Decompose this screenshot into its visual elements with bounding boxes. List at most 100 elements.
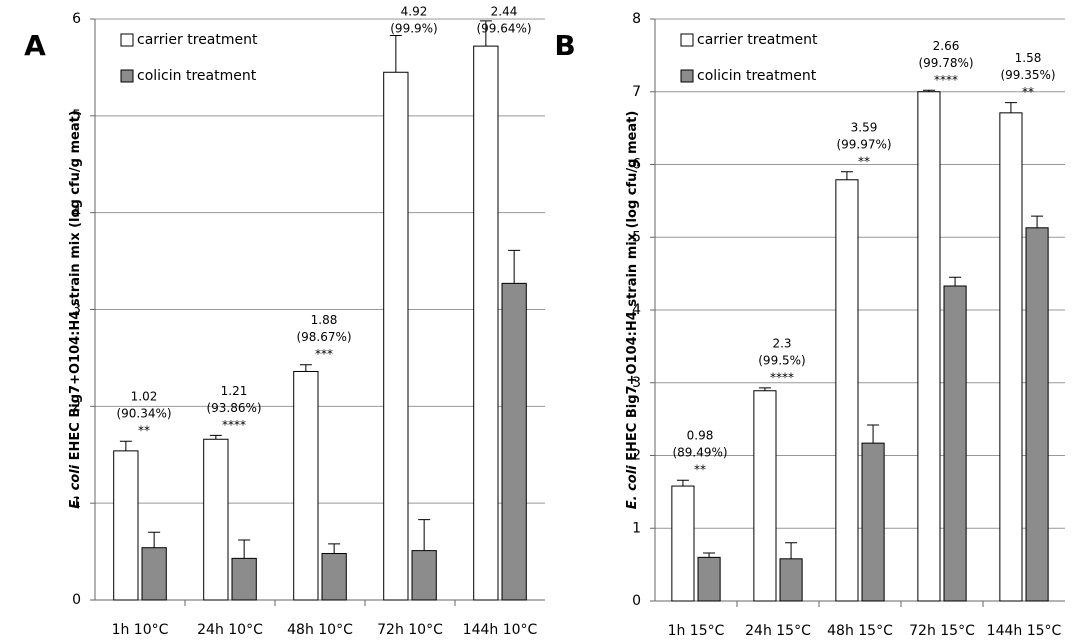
y-tick-label: 0 [72, 592, 81, 608]
bar [473, 45, 499, 601]
y-tick-label: 2 [72, 398, 81, 414]
annotation: 2.44 [491, 5, 518, 19]
legend-swatch [680, 33, 694, 47]
y-tick-label: 1 [72, 495, 81, 511]
y-tick-label: 4 [72, 205, 81, 221]
annotation: 2.3 [772, 336, 791, 350]
error-bar [238, 539, 251, 559]
annotation: 4.92 [401, 5, 428, 19]
bar [861, 442, 885, 602]
error-bar [1004, 102, 1017, 113]
annotation: 1.21 [221, 384, 248, 398]
annotation: (93.86%) [206, 401, 261, 415]
panel-label: A [24, 29, 46, 62]
bar [293, 370, 319, 601]
error-bar [949, 276, 962, 286]
y-axis-label: E. coli EHEC Big7+O104:H4 strain mix (lo… [68, 110, 83, 509]
y-tick-label: 7 [632, 84, 641, 100]
annotation: ** [138, 424, 150, 438]
bar [383, 71, 409, 601]
bar [999, 112, 1023, 602]
y-axis-label-text: EHEC Big7+O104:H4 strain mix (log cfu/g … [625, 111, 640, 461]
x-tick-label: 144h 15°C [987, 623, 1062, 639]
annotation: (99.64%) [476, 22, 531, 36]
x-tick-label: 72h 15°C [909, 623, 975, 639]
bar [835, 179, 859, 602]
legend-label: carrier treatment [137, 32, 258, 48]
error-bar [299, 364, 312, 372]
legend-label: colicin treatment [697, 68, 817, 84]
y-tick-label: 5 [632, 229, 641, 245]
bar [203, 438, 229, 601]
annotation: 1.88 [311, 313, 338, 327]
y-tick-label: 0 [632, 593, 641, 609]
bar [943, 285, 967, 602]
y-tick-label: 5 [72, 108, 81, 124]
annotation: (99.35%) [1000, 68, 1055, 82]
error-bar [209, 434, 222, 440]
error-bar [389, 34, 402, 73]
annotation: **** [934, 73, 958, 87]
bar [113, 450, 139, 601]
x-tick-label: 144h 10°C [463, 622, 538, 638]
x-tick-label: 48h 15°C [827, 623, 893, 639]
legend-swatch [120, 69, 134, 83]
annotation: ** [1022, 85, 1034, 99]
annotation: ** [694, 463, 706, 477]
bar [697, 556, 721, 602]
y-tick-label: 6 [632, 157, 641, 173]
annotation: (99.5%) [758, 353, 805, 367]
annotation: 2.66 [933, 39, 960, 53]
annotation: (98.67%) [296, 330, 351, 344]
error-bar [840, 171, 853, 180]
x-tick-label: 24h 10°C [197, 622, 263, 638]
bar [779, 558, 803, 602]
error-bar [418, 519, 431, 551]
annotation: (89.49%) [672, 446, 727, 460]
bar [231, 557, 257, 601]
annotation: (99.9%) [390, 22, 437, 36]
annotation: 0.98 [687, 429, 714, 443]
annotation: **** [222, 418, 246, 432]
bar [1025, 227, 1049, 602]
annotation: (90.34%) [116, 407, 171, 421]
error-bar [508, 249, 521, 284]
annotation: ** [858, 154, 870, 168]
error-bar [676, 479, 689, 487]
x-tick-label: 24h 15°C [745, 623, 811, 639]
annotation: (99.78%) [918, 56, 973, 70]
annotation: **** [770, 370, 794, 384]
y-tick-label: 1 [632, 520, 641, 536]
y-tick-label: 6 [72, 11, 81, 27]
error-bar [867, 424, 880, 444]
y-axis-label: E. coli EHEC Big7+O104:H4 strain mix (lo… [625, 111, 640, 510]
error-bar [479, 20, 492, 47]
legend-label: colicin treatment [137, 68, 257, 84]
annotation: 3.59 [851, 120, 878, 134]
bar [917, 91, 941, 602]
bar [501, 282, 527, 601]
error-bar [1031, 215, 1044, 228]
x-tick-label: 48h 10°C [287, 622, 353, 638]
bar [753, 390, 777, 602]
bar [321, 553, 347, 601]
annotation: 1.58 [1015, 51, 1042, 65]
annotation: 1.02 [131, 390, 158, 404]
bar [141, 547, 167, 601]
y-tick-label: 3 [72, 302, 81, 318]
x-tick-label: 1h 15°C [668, 623, 725, 639]
x-tick-label: 1h 10°C [112, 622, 169, 638]
y-axis-label-italic: E. coli [625, 465, 640, 509]
y-axis-label-italic: E. coli [68, 464, 83, 508]
y-tick-label: 8 [632, 11, 641, 27]
error-bar [148, 531, 161, 548]
annotation: (99.97%) [836, 137, 891, 151]
legend-swatch [680, 69, 694, 83]
y-tick-label: 4 [632, 302, 641, 318]
error-bar [758, 387, 771, 391]
y-axis-label-text: EHEC Big7+O104:H4 strain mix (log cfu/g … [68, 110, 83, 460]
error-bar [922, 89, 935, 92]
panel-label: B [554, 29, 575, 62]
